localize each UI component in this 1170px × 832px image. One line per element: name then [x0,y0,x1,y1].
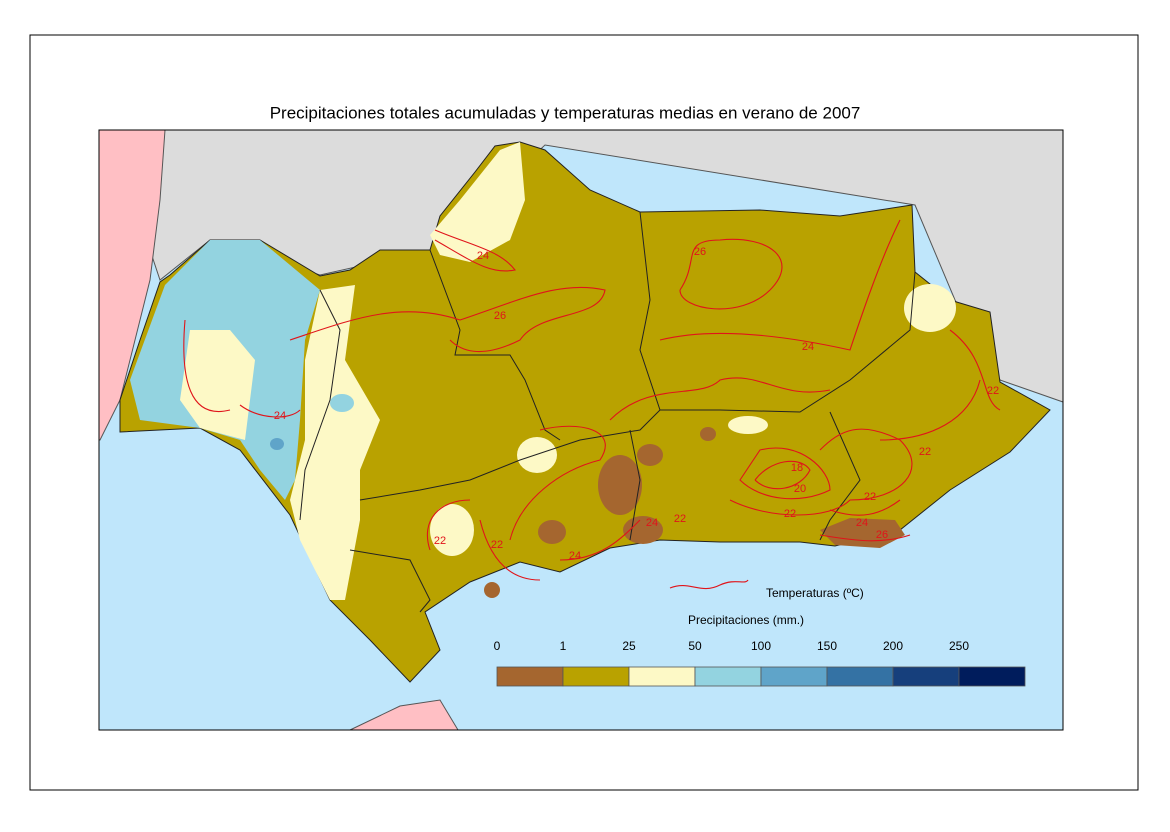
scale-label: 100 [751,639,771,653]
scale-label: 0 [494,639,501,653]
dry-patch [180,330,255,440]
dry-brown [598,455,642,515]
color-class [826,666,894,687]
dry-south [430,504,474,556]
scale-label: 1 [560,639,567,653]
color-class [892,666,960,687]
temperature-legend-label: Temperaturas (ºC) [766,586,864,600]
color-class [628,666,696,687]
contour-label: 20 [794,483,806,495]
contour-label: 18 [791,462,803,474]
contour-label: 24 [802,341,814,353]
scale-label: 25 [622,639,636,653]
scale-label: 150 [817,639,837,653]
dry-brown-6 [484,582,500,598]
dry-brown-5 [700,427,716,441]
dry-east [904,284,956,332]
precipitation-legend-label: Precipitaciones (mm.) [688,613,804,627]
wet-spot-2 [330,394,354,412]
color-class [958,666,1026,687]
color-class [760,666,828,687]
scale-label: 250 [949,639,969,653]
scale-label: 200 [883,639,903,653]
contour-label: 22 [987,385,999,397]
contour-label: 24 [569,550,581,562]
scale-label: 50 [688,639,702,653]
contour-labels: 24 26 26 24 24 22 22 18 20 22 22 24 26 24 22 22 24 22 [274,246,999,562]
contour-label: 22 [919,446,931,458]
color-class [694,666,762,687]
contour-label: 22 [434,535,446,547]
contour-label: 24 [274,410,286,422]
color-class [496,666,564,687]
contour-label: 26 [876,529,888,541]
map-title: Precipitaciones totales acumuladas y tem… [270,103,861,122]
contour-label: 26 [694,246,706,258]
dry-brown-2 [637,444,663,466]
contour-label: 24 [856,517,868,529]
province-borders [299,211,916,613]
dry-brown-4 [538,520,566,544]
dry-north [430,142,525,262]
isotherms [183,219,1001,581]
dry-strip [290,285,380,600]
temperature-legend-line [669,579,749,590]
contour-label: 22 [674,513,686,525]
legend: Temperaturas (ºC) Precipitaciones (mm.) … [494,579,1026,687]
dry-center [517,437,557,473]
contour-label: 22 [784,508,796,520]
contour-label: 22 [864,491,876,503]
wet-spot [270,438,284,450]
color-class [562,666,630,687]
contour-label: 24 [646,517,658,529]
map-frame [98,129,1064,731]
contour-label: 22 [491,539,503,551]
map-area: 24 26 26 24 24 22 22 18 20 22 22 24 26 24 22 22 24 22 Tem… [98,129,1064,731]
contour-label: 26 [494,310,506,322]
contour-label: 24 [477,250,489,262]
dry-small [728,416,768,434]
